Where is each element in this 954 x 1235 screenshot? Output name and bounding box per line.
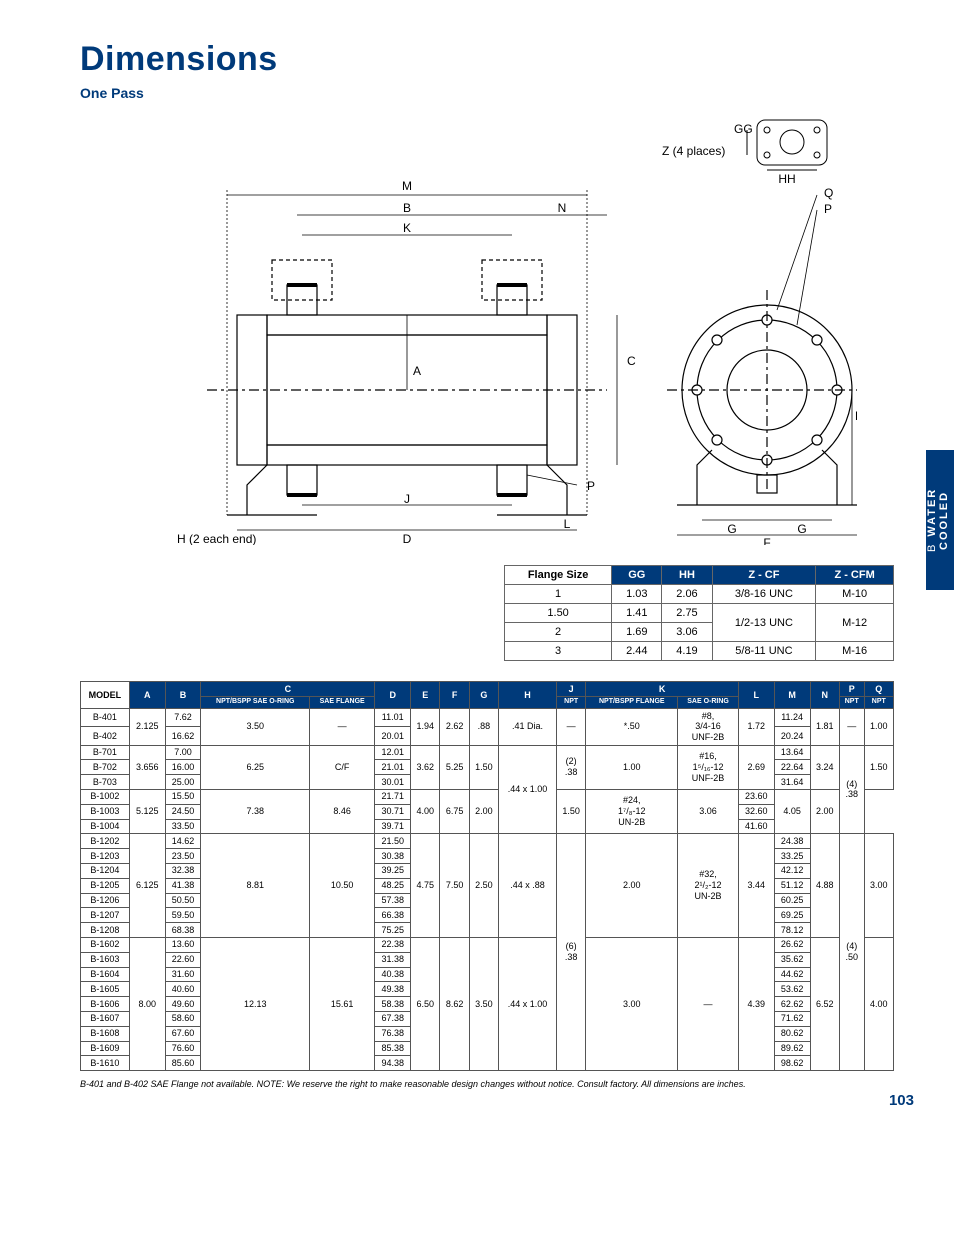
hdr-g: G <box>469 682 498 709</box>
hdr-j: J <box>557 682 586 697</box>
hdr-b: B <box>165 682 201 709</box>
diagram-container: M B K N A C J D L H (2 each end) P GG Z … <box>80 115 894 545</box>
label-k: K <box>403 221 411 235</box>
label-f: F <box>763 536 770 545</box>
label-b: B <box>403 201 411 215</box>
label-g1: G <box>727 522 736 536</box>
footnote: B-401 and B-402 SAE Flange not available… <box>80 1079 894 1089</box>
hdr-c: C <box>201 682 375 697</box>
flange-hdr-size: Flange Size <box>505 566 612 585</box>
label-p-side: P <box>587 479 595 493</box>
hdr-k2: SAE O-RING <box>678 696 739 708</box>
hdr-q: Q <box>864 682 893 697</box>
flange-hdr-zcfm: Z - CFM <box>816 566 894 585</box>
table-row: B-7013.6567.006.25C/F12.013.625.251.50.4… <box>81 745 894 760</box>
label-m: M <box>402 179 412 193</box>
table-row: 11.032.063/8-16 UNCM-10 <box>505 585 894 604</box>
hdr-f: F <box>440 682 469 709</box>
page-title: Dimensions <box>80 40 894 79</box>
hdr-p: P <box>839 682 864 697</box>
hdr-model: MODEL <box>81 682 130 709</box>
label-p: P <box>824 202 832 216</box>
label-c: C <box>627 354 636 368</box>
label-e: E <box>855 409 857 423</box>
label-h2: H (2 each end) <box>177 532 256 545</box>
hdr-p-sub: NPT <box>839 696 864 708</box>
label-hh: HH <box>778 172 795 186</box>
label-gg: GG <box>734 122 753 136</box>
hdr-l: L <box>738 682 774 709</box>
hdr-e: E <box>411 682 440 709</box>
hdr-d: D <box>375 682 411 709</box>
table-row: B-10025.12515.507.388.4621.714.006.752.0… <box>81 789 894 804</box>
label-z4: Z (4 places) <box>662 144 725 158</box>
flange-hdr-hh: HH <box>662 566 712 585</box>
flange-hdr-zcf: Z - CF <box>712 566 816 585</box>
table-row: 1.501.412.751/2-13 UNCM-12 <box>505 604 894 623</box>
page-subtitle: One Pass <box>80 85 894 101</box>
hdr-k: K <box>586 682 739 697</box>
dimensions-table: MODEL A B C D E F G H J K L M N P Q NPT/… <box>80 681 894 1071</box>
hdr-n: N <box>810 682 839 709</box>
sidebar-tab: BWATER COOLED <box>926 450 954 590</box>
label-l: L <box>564 517 571 531</box>
page-number: 103 <box>889 1092 914 1109</box>
label-q: Q <box>824 186 833 200</box>
label-a: A <box>413 364 421 378</box>
table-row: B-4012.1257.623.50—11.011.942.62.88.41 D… <box>81 709 894 727</box>
hdr-q-sub: NPT <box>864 696 893 708</box>
label-j: J <box>404 492 410 506</box>
table-row: B-16028.0013.6012.1315.6122.386.508.623.… <box>81 937 894 952</box>
table-row: B-12026.12514.628.8110.5021.504.757.502.… <box>81 834 894 849</box>
flange-size-table: Flange Size GG HH Z - CF Z - CFM 11.032.… <box>504 565 894 661</box>
hdr-c2: SAE FLANGE <box>310 696 375 708</box>
hdr-c1: NPT/BSPP SAE O-RING <box>201 696 310 708</box>
label-g2: G <box>797 522 806 536</box>
hdr-k1: NPT/BSPP FLANGE <box>586 696 678 708</box>
hdr-m: M <box>774 682 810 709</box>
label-n: N <box>558 201 567 215</box>
hdr-a: A <box>129 682 165 709</box>
hdr-h: H <box>499 682 557 709</box>
table-row: 32.444.195/8-11 UNCM-16 <box>505 642 894 661</box>
dimensions-diagram: M B K N A C J D L H (2 each end) P GG Z … <box>117 115 857 545</box>
flange-hdr-gg: GG <box>612 566 662 585</box>
label-d: D <box>403 532 412 545</box>
hdr-j-sub: NPT <box>557 696 586 708</box>
